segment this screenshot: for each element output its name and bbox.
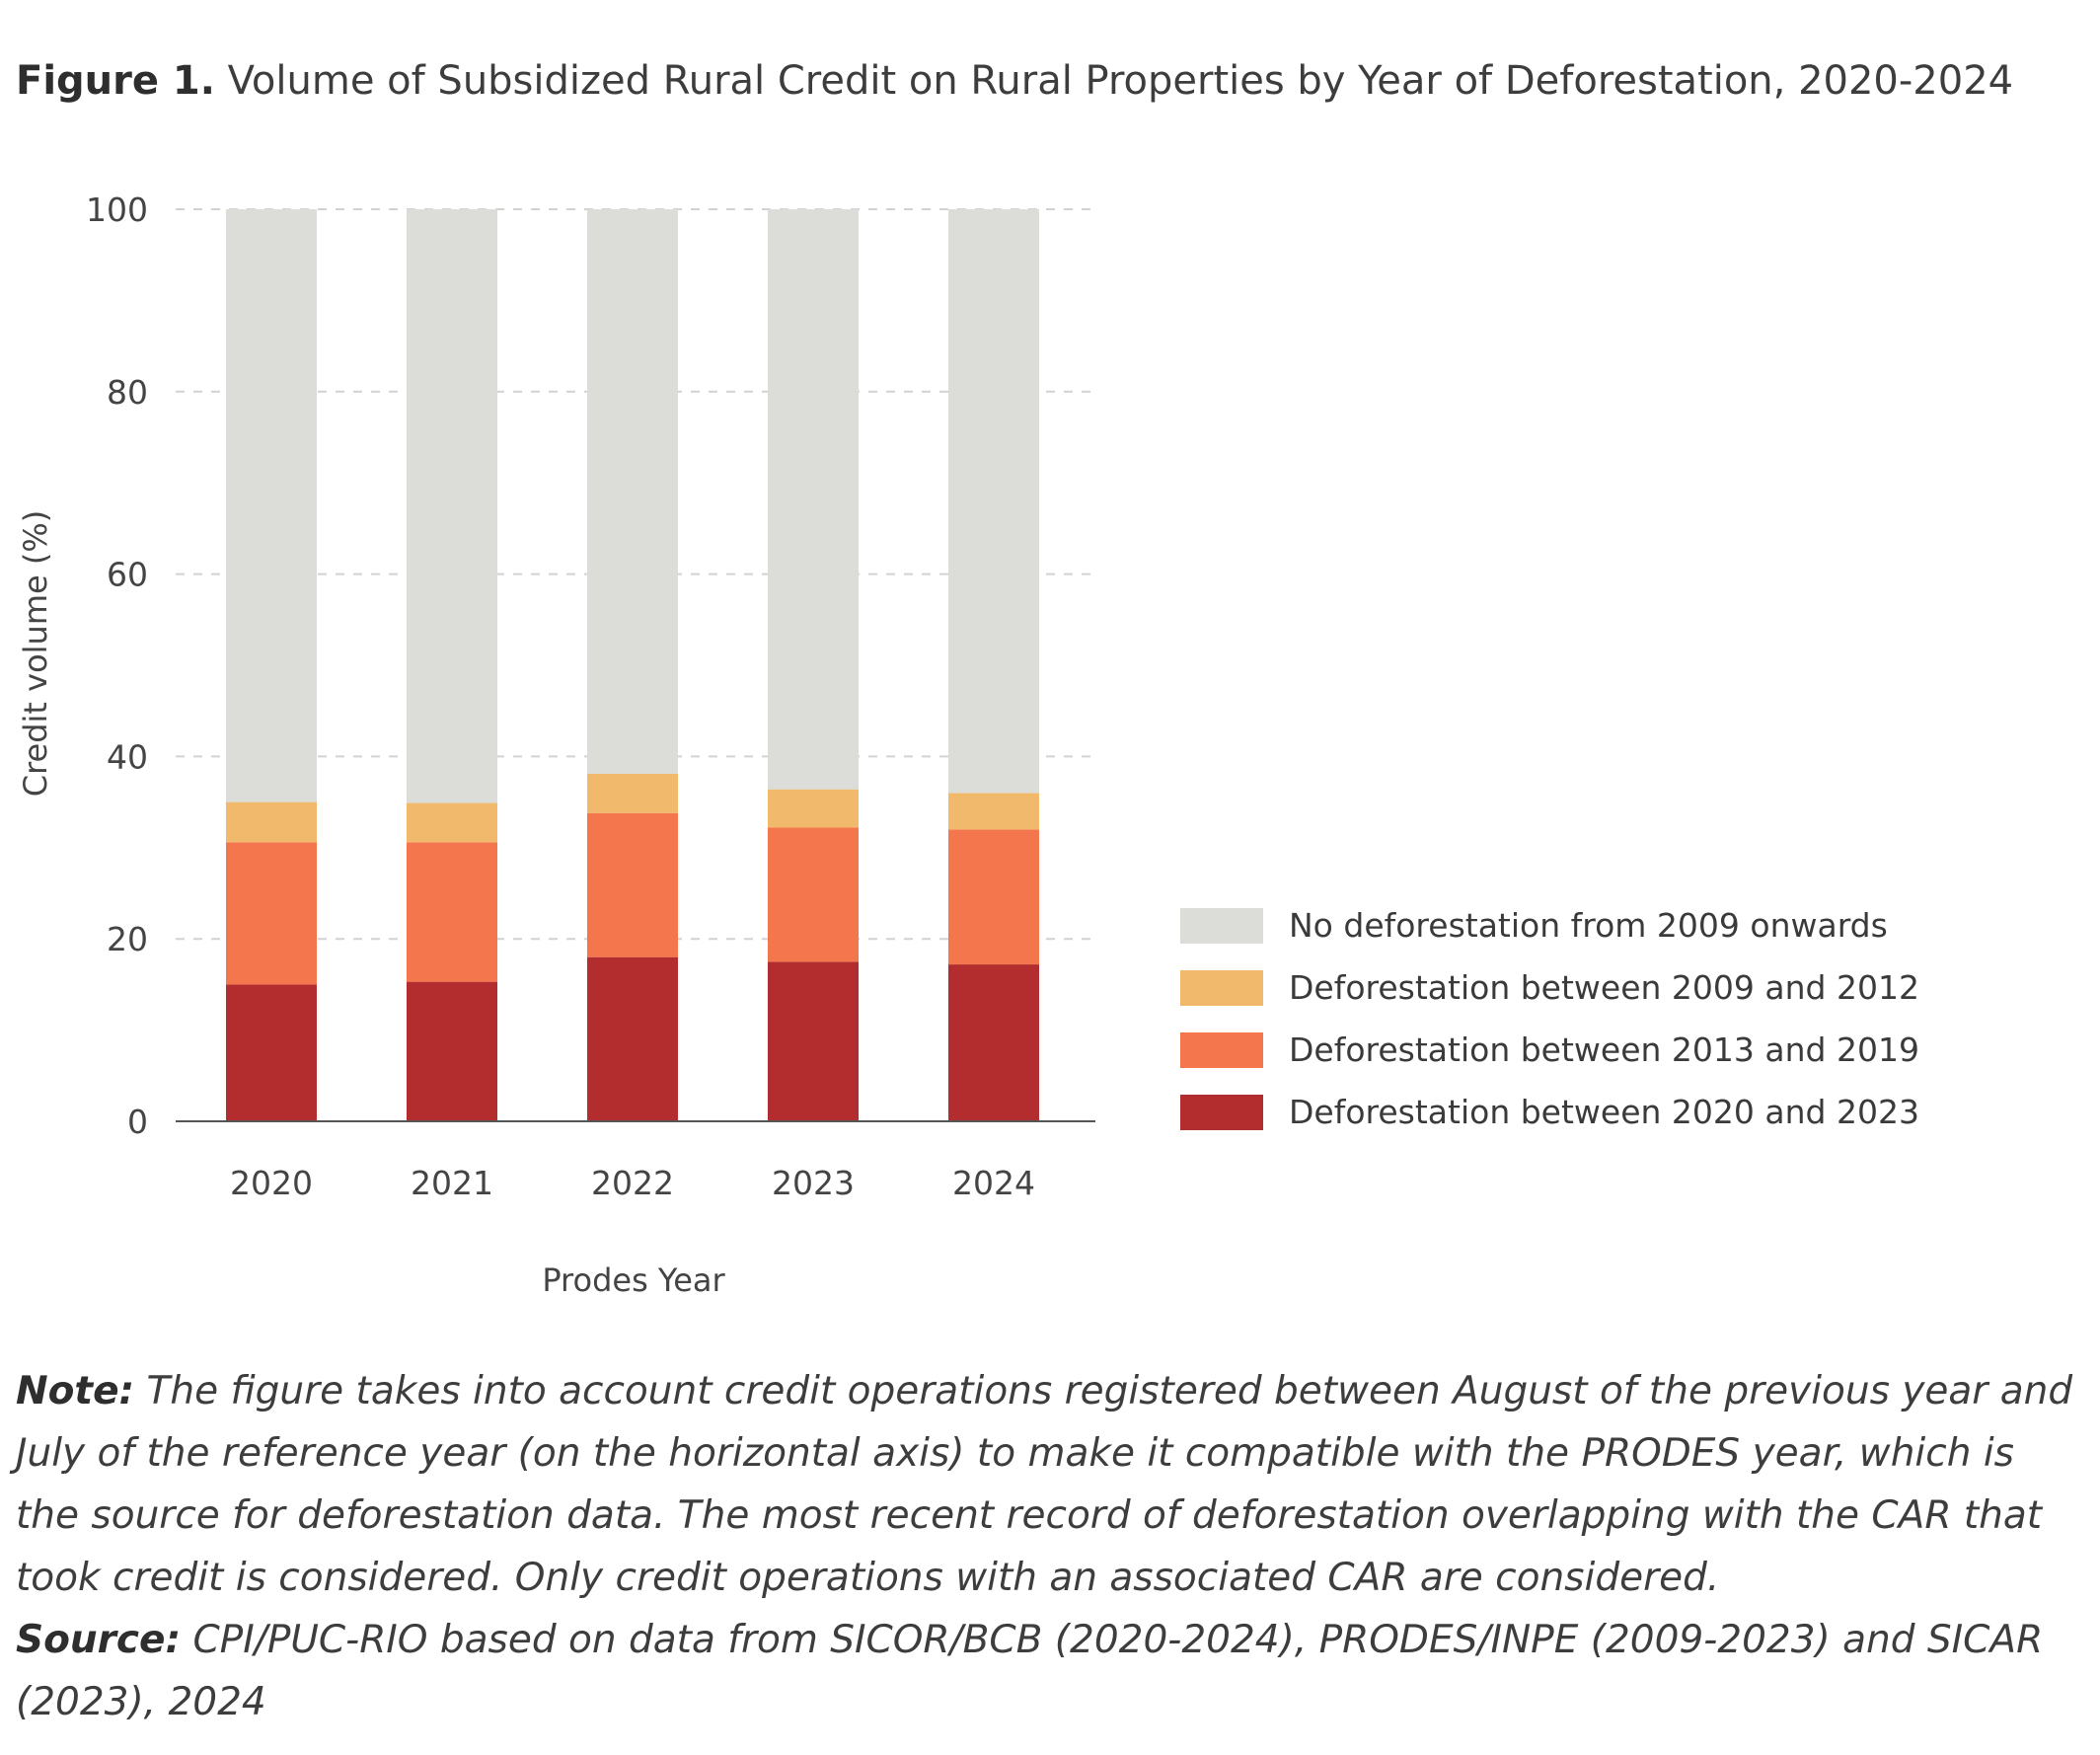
figure-title: Figure 1. Volume of Subsidized Rural Cre…: [16, 51, 2078, 111]
y-tick-label: 40: [107, 737, 148, 776]
x-tick-label: 2020: [230, 1164, 313, 1202]
legend-label: Deforestation between 2009 and 2012: [1289, 968, 1919, 1007]
bar-segment-2024-series-0: [948, 964, 1039, 1121]
stacked-bar-chart: 0 20 40 60 80 100 2020 2021 2022 2023 2024 Credit…: [17, 191, 1095, 1299]
y-tick-label: 80: [107, 373, 148, 412]
source-label: Source:: [16, 1618, 182, 1662]
bar-segment-2022-series-2: [587, 773, 678, 813]
bar-segment-2021-series-0: [407, 981, 497, 1121]
x-axis-title: Prodes Year: [542, 1261, 725, 1299]
legend-label: No deforestation from 2009 onwards: [1289, 906, 1888, 945]
legend-label: Deforestation between 2020 and 2023: [1289, 1093, 1919, 1131]
legend-label: Deforestation between 2013 and 2019: [1289, 1030, 1919, 1069]
legend-item: Deforestation between 2020 and 2023: [1180, 1081, 2068, 1143]
x-tick-label: 2022: [591, 1164, 674, 1202]
bar-segment-2021-series-1: [407, 842, 497, 982]
y-tick-label: 0: [127, 1103, 148, 1141]
figure-title-label: Figure 1.: [16, 58, 215, 104]
bar-segment-2023-series-0: [768, 961, 859, 1121]
bar-segment-2021-series-3: [407, 209, 497, 803]
note-text: The figure takes into account credit ope…: [16, 1369, 2073, 1600]
legend-item: No deforestation from 2009 onwards: [1180, 894, 2068, 956]
note-label: Note:: [16, 1369, 135, 1413]
x-tick-label: 2024: [952, 1164, 1035, 1202]
legend-swatch: [1180, 907, 1263, 944]
legend-swatch: [1180, 1094, 1263, 1130]
bar-segment-2024-series-3: [948, 209, 1039, 794]
bar-segment-2023-series-2: [768, 789, 859, 828]
bar-segment-2024-series-1: [948, 829, 1039, 965]
bars: [226, 209, 1039, 1121]
y-axis-title: Credit volume (%): [17, 510, 54, 798]
note-paragraph: Note: The figure takes into account cred…: [16, 1360, 2088, 1609]
y-tick-label: 100: [86, 191, 148, 229]
legend-swatch: [1180, 1031, 1263, 1068]
legend-item: Deforestation between 2009 and 2012: [1180, 956, 2068, 1019]
y-tick-label: 60: [107, 556, 148, 594]
source-paragraph: Source: CPI/PUC-RIO based on data from S…: [16, 1609, 2088, 1733]
x-tick-label: 2023: [772, 1164, 855, 1202]
bar-segment-2023-series-1: [768, 827, 859, 962]
gridlines: [176, 208, 1095, 941]
bar-segment-2023-series-3: [768, 209, 859, 790]
bar-segment-2022-series-3: [587, 209, 678, 774]
bar-segment-2020-series-3: [226, 209, 317, 802]
bar-segment-2022-series-1: [587, 812, 678, 957]
y-tick-label: 20: [107, 920, 148, 958]
bar-segment-2020-series-2: [226, 801, 317, 843]
bar-segment-2020-series-0: [226, 984, 317, 1121]
source-text: CPI/PUC-RIO based on data from SICOR/BCB…: [16, 1618, 2044, 1724]
bar-segment-2022-series-0: [587, 956, 678, 1121]
legend-item: Deforestation between 2013 and 2019: [1180, 1019, 2068, 1081]
y-tick-labels: 0 20 40 60 80 100: [86, 191, 148, 1141]
bar-segment-2021-series-2: [407, 802, 497, 843]
figure-title-text: Volume of Subsidized Rural Credit on Rur…: [227, 58, 2014, 104]
bar-segment-2020-series-1: [226, 842, 317, 985]
figure-notes: Note: The figure takes into account cred…: [16, 1360, 2088, 1733]
legend-swatch: [1180, 969, 1263, 1006]
x-tick-label: 2021: [411, 1164, 493, 1202]
chart-legend: No deforestation from 2009 onwards Defore…: [1180, 894, 2068, 1143]
bar-segment-2024-series-2: [948, 793, 1039, 830]
x-tick-labels: 2020 2021 2022 2023 2024: [230, 1164, 1035, 1202]
